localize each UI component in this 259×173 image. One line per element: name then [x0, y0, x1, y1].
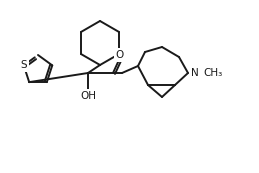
Text: S: S — [20, 60, 27, 70]
Text: O: O — [116, 50, 124, 60]
Text: N: N — [191, 68, 199, 78]
Text: OH: OH — [80, 91, 96, 101]
Text: CH₃: CH₃ — [203, 68, 222, 78]
